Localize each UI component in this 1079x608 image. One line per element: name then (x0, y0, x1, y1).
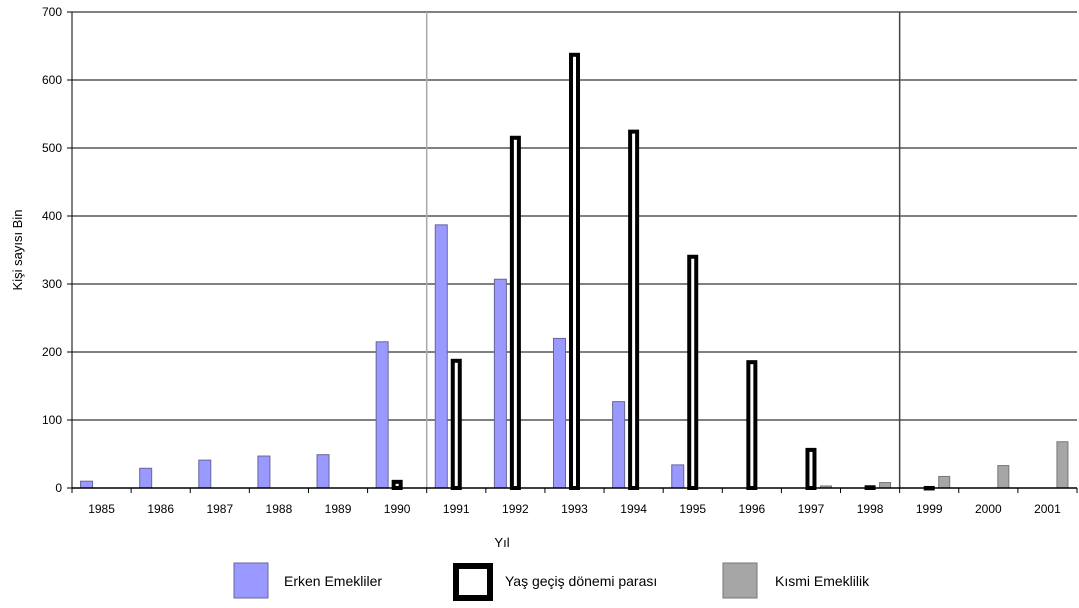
bar-ya-ge-i-d-nemi-paras--1997 (805, 447, 817, 491)
legend-swatch-yas-gecis (453, 563, 493, 601)
x-tick-label-1988: 1988 (266, 502, 293, 516)
y-tick-label: 100 (42, 413, 62, 427)
x-tick-label-2000: 2000 (975, 502, 1002, 516)
bar-k-smi-emeklilik-1999 (938, 475, 951, 489)
bar-erken-emekliler-1995 (671, 464, 685, 489)
bar-erken-emekliler-1985 (80, 480, 94, 489)
bars (80, 52, 1069, 491)
bar-erken-emekliler-1988 (257, 455, 271, 489)
x-tick-label-1999: 1999 (916, 502, 943, 516)
bar-ya-ge-i-d-nemi-paras--1996 (746, 360, 758, 490)
x-tick-label-1986: 1986 (147, 502, 174, 516)
x-tick-label-1995: 1995 (679, 502, 706, 516)
legend-swatch-erken-emekliler (233, 562, 269, 599)
x-tick-label-1998: 1998 (857, 502, 884, 516)
x-tick-label-1989: 1989 (325, 502, 352, 516)
y-tick-labels: 0 100 200 300 400 500 600 700 (42, 5, 62, 495)
y-tick-label: 500 (42, 141, 62, 155)
bar-ya-ge-i-d-nemi-paras--1993 (569, 52, 580, 491)
y-tick-label: 700 (42, 5, 62, 19)
bar-ya-ge-i-d-nemi-paras--1992 (509, 135, 521, 490)
legend-label-yas-gecis: Yaş geçiş dönemi parası (505, 573, 657, 589)
bar-k-smi-emeklilik-1998 (879, 482, 892, 489)
y-tick-label: 0 (55, 481, 62, 495)
x-tick-label-1997: 1997 (798, 502, 825, 516)
bar-ya-ge-i-d-nemi-paras--1990 (391, 479, 403, 490)
y-tick-label: 300 (42, 277, 62, 291)
bar-erken-emekliler-1986 (139, 467, 153, 489)
x-tick-label-1991: 1991 (443, 502, 470, 516)
legend-swatch-kismi-emeklilik (722, 562, 758, 599)
x-tick-label-2001: 2001 (1034, 502, 1061, 516)
bar-erken-emekliler-1991 (434, 224, 448, 489)
x-axis-label: Yıl (494, 535, 509, 550)
x-tick-label-1990: 1990 (384, 502, 411, 516)
bar-erken-emekliler-1989 (316, 454, 330, 489)
bar-erken-emekliler-1992 (493, 278, 507, 489)
x-tick-label-1993: 1993 (561, 502, 588, 516)
legend-label-kismi-emeklilik: Kısmi Emeklilik (775, 573, 870, 589)
bar-k-smi-emeklilik-2000 (997, 465, 1010, 489)
legend: Erken Emekliler Yaş geçiş dönemi parası … (233, 562, 870, 601)
x-tick-label-1992: 1992 (502, 502, 529, 516)
x-tick-label-1987: 1987 (206, 502, 233, 516)
bar-erken-emekliler-1994 (612, 401, 626, 489)
bar-erken-emekliler-1990 (375, 341, 389, 489)
bar-k-smi-emeklilik-2001 (1056, 441, 1069, 489)
x-tick-label-1996: 1996 (739, 502, 766, 516)
x-tick-label-1994: 1994 (620, 502, 647, 516)
x-tick-label-1985: 1985 (88, 502, 115, 516)
bar-ya-ge-i-d-nemi-paras--1995 (687, 254, 699, 491)
bar-ya-ge-i-d-nemi-paras--1994 (628, 129, 640, 490)
legend-label-erken-emekliler: Erken Emekliler (284, 573, 382, 589)
x-tick-labels: 1985 1986 1987 1988 1989 1990 1991 1992 1993 1994… (88, 502, 1061, 516)
axes (67, 11, 1078, 493)
y-axis-label: Kişi sayısı Bin (10, 210, 25, 291)
bar-erken-emekliler-1987 (198, 459, 212, 489)
bar-erken-emekliler-1993 (553, 337, 566, 489)
y-tick-label: 200 (42, 345, 62, 359)
y-tick-label: 400 (42, 209, 62, 223)
bar-ya-ge-i-d-nemi-paras--1991 (450, 358, 462, 490)
y-tick-label: 600 (42, 73, 62, 87)
